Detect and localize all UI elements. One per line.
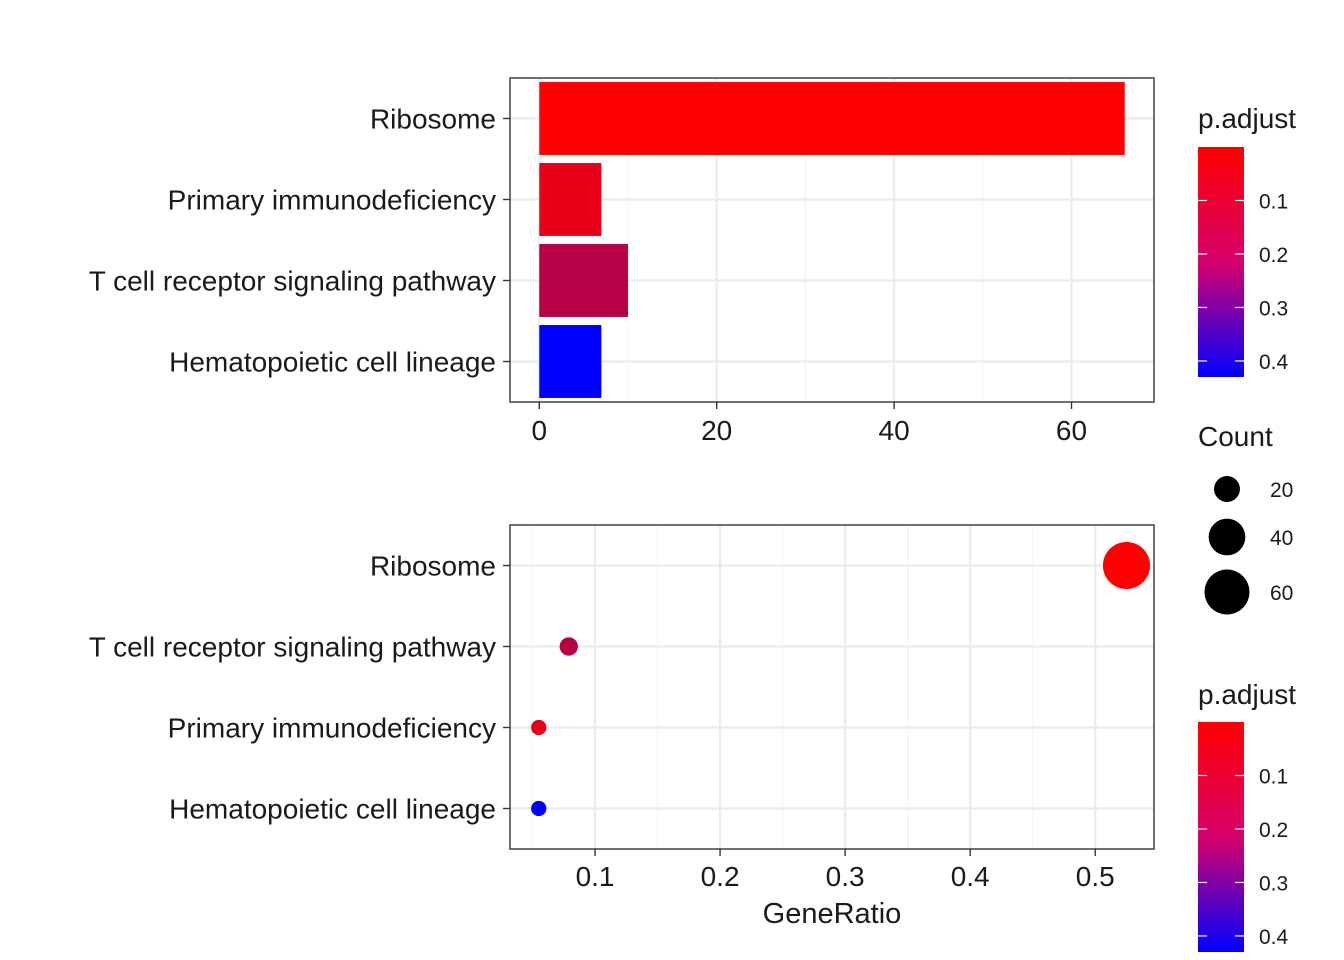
x-axis-title: GeneRatio: [763, 898, 902, 930]
y-tick-label: Ribosome: [370, 551, 496, 582]
x-tick-label: 0.3: [826, 861, 865, 892]
bar-color-legend: p.adjust 0.1 0.2 0.3 0.4: [1198, 103, 1296, 377]
colorbar-tick-label: 0.4: [1259, 351, 1289, 374]
x-tick-label: 0.4: [951, 861, 990, 892]
y-tick-label: Primary immunodeficiency: [168, 713, 496, 744]
size-legend-key: [1214, 476, 1240, 502]
dot-chart-panel: Ribosome T cell receptor signaling pathwa…: [89, 524, 1155, 930]
legend-title-padjust: p.adjust: [1198, 103, 1296, 134]
y-tick-label: Hematopoietic cell lineage: [169, 794, 496, 825]
bar: [539, 163, 602, 236]
x-tick-label: 20: [701, 415, 732, 446]
colorbar-tick-label: 0.2: [1259, 819, 1288, 842]
x-tick-label: 0.2: [701, 861, 740, 892]
size-legend-label: 20: [1270, 479, 1293, 502]
x-tick-label: 0.5: [1076, 861, 1115, 892]
y-tick-label: Ribosome: [370, 104, 496, 135]
dot: [531, 800, 547, 817]
size-legend-label: 60: [1270, 582, 1293, 605]
bar-plot-border: [509, 77, 1155, 403]
colorbar: [1198, 147, 1244, 377]
legend-title-count: Count: [1198, 421, 1273, 452]
bar-series: [539, 82, 1125, 398]
dot-gridlines: [510, 525, 1154, 849]
colorbar-tick-label: 0.4: [1259, 926, 1289, 949]
size-legend-key: [1208, 518, 1246, 556]
bar-x-axis: 0 20 40 60: [531, 402, 1087, 446]
size-legend-key: [1204, 569, 1250, 615]
colorbar-tick-label: 0.3: [1259, 872, 1288, 895]
dot-plot-border: [509, 524, 1155, 850]
bar-y-axis: Ribosome Primary immunodeficiency T cell r…: [89, 104, 510, 378]
dot-y-axis: Ribosome T cell receptor signaling pathwa…: [89, 551, 510, 825]
bar: [539, 325, 602, 398]
colorbar-ticks: 0.1 0.2 0.3 0.4: [1198, 765, 1289, 949]
dot-color-legend: p.adjust 0.1 0.2 0.3 0.4: [1198, 679, 1296, 952]
x-tick-label: 40: [879, 415, 910, 446]
y-tick-label: T cell receptor signaling pathway: [89, 266, 496, 297]
x-tick-label: 60: [1056, 415, 1087, 446]
dot-series: [531, 541, 1151, 817]
colorbar-tick-label: 0.1: [1259, 190, 1288, 213]
dot: [531, 719, 547, 736]
y-tick-label: T cell receptor signaling pathway: [89, 632, 496, 663]
count-size-legend: Count 20 40 60: [1198, 421, 1293, 615]
colorbar-tick-label: 0.1: [1259, 765, 1288, 788]
dot: [559, 637, 578, 656]
size-legend-label: 40: [1270, 527, 1293, 550]
dot: [1102, 541, 1151, 590]
colorbar-ticks: 0.1 0.2 0.3 0.4: [1198, 190, 1289, 374]
colorbar-tick-label: 0.3: [1259, 297, 1288, 320]
bar: [539, 82, 1125, 155]
colorbar: [1198, 722, 1244, 952]
bar: [539, 244, 628, 317]
y-tick-label: Hematopoietic cell lineage: [169, 347, 496, 378]
dot-x-axis: 0.1 0.2 0.3 0.4 0.5: [576, 849, 1115, 892]
y-tick-label: Primary immunodeficiency: [168, 185, 496, 216]
size-legend-items: 20 40 60: [1204, 476, 1293, 615]
dot-plot-background: [510, 525, 1154, 849]
legend-title-padjust: p.adjust: [1198, 679, 1296, 710]
colorbar-tick-label: 0.2: [1259, 244, 1288, 267]
bar-chart-panel: Ribosome Primary immunodeficiency T cell r…: [89, 77, 1155, 446]
x-tick-label: 0.1: [576, 861, 615, 892]
x-tick-label: 0: [531, 415, 547, 446]
